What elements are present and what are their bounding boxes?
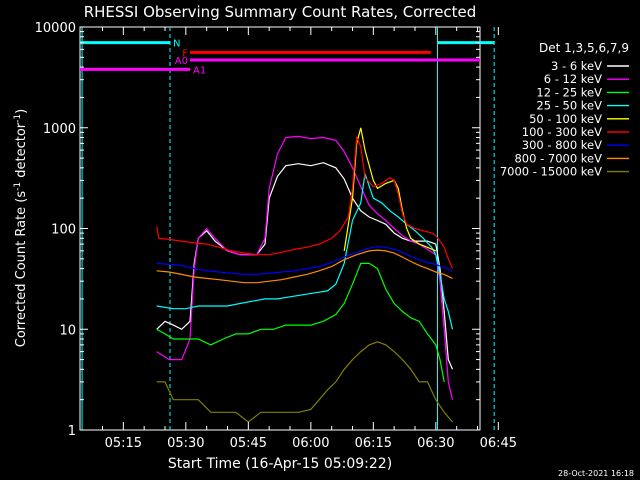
series-lines <box>156 127 454 423</box>
y-tick-label: 1000 <box>43 122 76 137</box>
x-tick-label: 05:15 <box>105 436 142 451</box>
x-tick-label: 06:00 <box>292 436 329 451</box>
y-axis: 1 10 100 1000 10000 <box>35 21 480 439</box>
y-tick-label: 1 <box>68 424 76 439</box>
x-axis: 05:15 05:30 05:45 06:00 06:15 06:30 06:45 <box>102 27 517 451</box>
series-12-25-kev <box>156 262 445 383</box>
chart-title: RHESSI Observing Summary Count Rates, Co… <box>84 3 477 21</box>
series-6-12-kev <box>156 135 454 400</box>
vertical-markers <box>81 27 495 430</box>
y-tick-label: 100 <box>51 223 76 238</box>
series-100-300-kev <box>156 135 454 269</box>
legend-label-300-800-kev: 300 - 800 keV <box>522 138 602 152</box>
flag-label-a1: A1 <box>193 65 206 76</box>
flag-label-a0: A0 <box>175 56 188 67</box>
plot-frame <box>79 26 481 431</box>
y-axis-label: Corrected Count Rate (s-1 detector-1) <box>13 109 29 347</box>
legend-label-12-25-kev: 12 - 25 keV <box>536 85 602 99</box>
series-7000-15000-kev <box>156 341 453 423</box>
legend-label-6-12-kev: 6 - 12 keV <box>544 72 602 86</box>
footer-timestamp: 28-Oct-2021 16:18 <box>558 469 634 478</box>
legend-label-100-300-kev: 100 - 300 keV <box>522 125 602 139</box>
series-300-800-kev <box>156 246 453 275</box>
legend-label-25-50-kev: 25 - 50 keV <box>536 99 602 113</box>
x-tick-label: 06:15 <box>355 436 392 451</box>
series-3-6-kev <box>156 162 454 370</box>
series-800-7000-kev <box>156 249 453 284</box>
x-axis-label: Start Time (16-Apr-15 05:09:22) <box>168 456 392 472</box>
legend-title: Det 1,3,5,6,7,9 <box>539 41 629 55</box>
legend-label-50-100-kev: 50 - 100 keV <box>529 112 602 126</box>
legend-label-800-7000-kev: 800 - 7000 keV <box>514 151 602 165</box>
y-tick-label: 10 <box>59 323 76 338</box>
x-tick-label: 06:45 <box>480 436 517 451</box>
series-25-50-kev <box>156 173 454 330</box>
legend-label-3-6-kev: 3 - 6 keV <box>551 59 602 73</box>
y-tick-label: 10000 <box>35 21 76 36</box>
x-tick-label: 06:30 <box>417 436 454 451</box>
flag-label-n: N <box>173 39 180 50</box>
x-tick-label: 05:45 <box>230 436 267 451</box>
series-50-100-kev <box>343 127 437 252</box>
x-tick-label: 05:30 <box>167 436 204 451</box>
flag-label-f: F <box>182 48 188 59</box>
legend-label-7000-15000-kev: 7000 - 15000 keV <box>500 165 602 179</box>
